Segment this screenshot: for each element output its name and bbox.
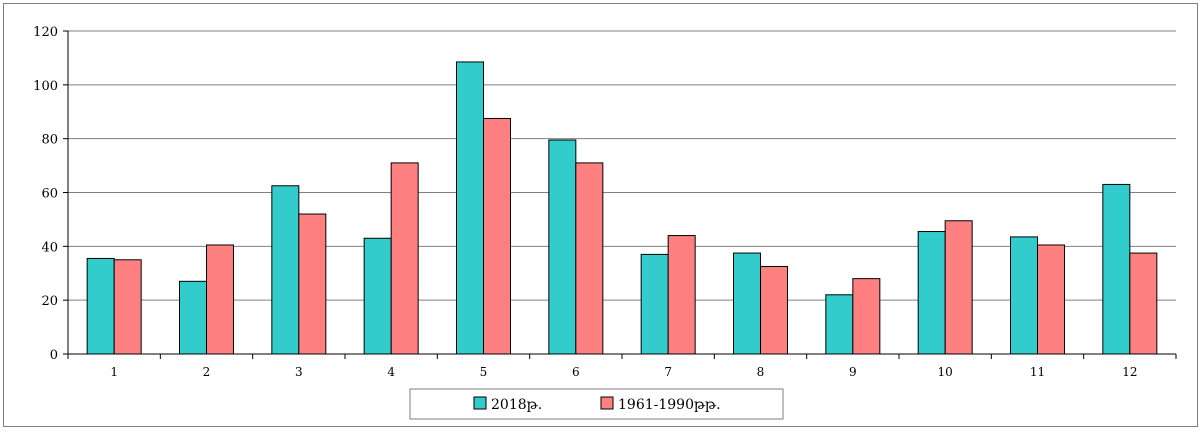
bar-series-1-cat-4: [363, 237, 392, 355]
bar-series-2-cat-1: [113, 259, 142, 355]
x-tick-label: 1: [110, 365, 118, 379]
x-tick-label: 11: [1030, 365, 1045, 379]
bar-series-1-cat-1: [86, 257, 115, 355]
bar-series-2-cat-6: [575, 162, 604, 355]
axes: [63, 30, 1177, 359]
y-tick-label: 0: [50, 348, 58, 363]
bar-series-2-cat-11: [1037, 244, 1065, 355]
bar-series-1-cat-11: [1010, 236, 1038, 355]
bar-series-2-cat-4: [390, 162, 419, 355]
x-tick-label: 2: [203, 365, 211, 379]
bar-series-1-cat-5: [456, 61, 484, 355]
legend: 2018թ. 1961-1990թթ.: [409, 388, 784, 420]
x-tick-label: 3: [295, 365, 303, 379]
x-tick-label: 10: [938, 365, 953, 379]
y-tick-label: 40: [41, 240, 58, 255]
gridlines: [68, 30, 1176, 301]
chart-frame: 0 20 40 60 80 100 120 1 2 3 4 5 6 7 8 9 10 11 12 2018թ. 19…: [3, 3, 1198, 427]
y-tick-label: 120: [33, 25, 58, 40]
bar-series-1-cat-3: [271, 185, 300, 355]
y-tick-label: 80: [41, 133, 58, 148]
x-tick-label: 8: [757, 365, 765, 379]
legend-label-series-1: 2018թ.: [491, 397, 542, 413]
bar-series-2-cat-12: [1129, 252, 1158, 355]
y-tick-labels: 0 20 40 60 80 100 120: [33, 25, 58, 363]
bar-series-1-cat-6: [548, 139, 577, 355]
bar-series-1-cat-7: [640, 253, 669, 355]
x-tick-label: 12: [1122, 365, 1137, 379]
x-tick-label: 9: [849, 365, 857, 379]
x-tick-label: 6: [572, 365, 580, 379]
bar-series-2-cat-7: [667, 235, 696, 355]
x-tick-labels: 1 2 3 4 5 6 7 8 9 10 11 12: [110, 365, 1137, 379]
bar-series-1-cat-9: [825, 294, 854, 355]
x-tick-label: 5: [480, 365, 488, 379]
bar-series-1-cat-8: [733, 252, 761, 355]
bar-series-2-cat-3: [298, 213, 327, 355]
bar-series-2-cat-9: [852, 278, 881, 355]
bar-series-1-cat-10: [917, 231, 946, 355]
bar-series-2-cat-2: [206, 244, 234, 355]
y-tick-label: 60: [41, 187, 58, 202]
bar-series-2-cat-5: [483, 117, 511, 355]
bars: [86, 61, 1158, 355]
legend-box: [409, 388, 784, 420]
bar-series-1-cat-12: [1102, 183, 1131, 355]
bar-series-2-cat-10: [944, 220, 973, 355]
legend-swatch-series-2: [600, 396, 614, 410]
legend-swatch-series-1: [473, 396, 487, 410]
bar-series-1-cat-2: [179, 280, 207, 355]
bar-series-2-cat-8: [760, 266, 788, 355]
y-tick-label: 20: [41, 294, 58, 309]
x-tick-label: 7: [664, 365, 672, 379]
y-tick-label: 100: [33, 79, 58, 94]
legend-label-series-2: 1961-1990թթ.: [618, 397, 721, 413]
x-tick-label: 4: [387, 365, 395, 379]
